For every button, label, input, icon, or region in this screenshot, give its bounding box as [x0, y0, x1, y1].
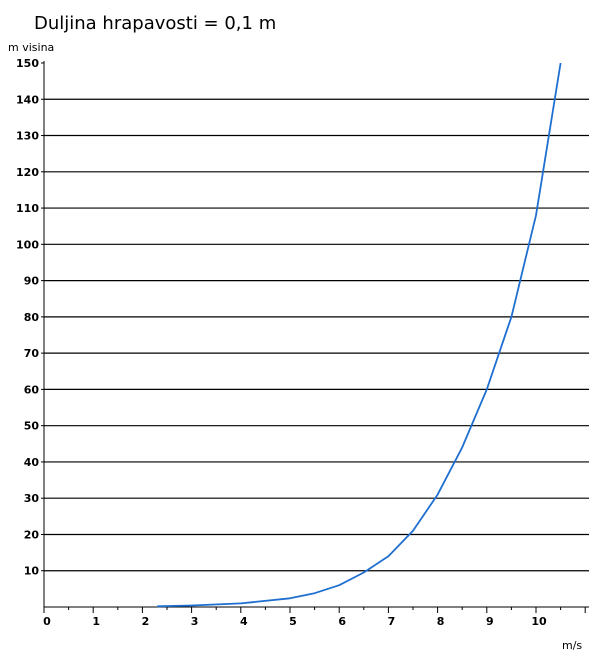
y-tick-label: 50 [24, 420, 40, 433]
y-tick-label: 100 [16, 238, 39, 251]
gridlines [44, 98, 589, 572]
y-tick-label: 90 [24, 275, 40, 288]
x-tick-label: 8 [437, 615, 445, 628]
x-ticks: 0 1 2 3 4 5 6 7 8 9 10 [43, 607, 586, 628]
x-tick-label: 5 [289, 615, 297, 628]
x-tick-label: 0 [43, 615, 51, 628]
y-tick-label: 80 [24, 311, 40, 324]
x-tick-label: 2 [142, 615, 150, 628]
y-tick-label: 150 [16, 57, 39, 70]
y-tick-label: 40 [24, 456, 40, 469]
y-tick-label: 130 [16, 130, 39, 143]
y-tick-label: 20 [24, 528, 40, 541]
x-tick-label: 9 [486, 615, 494, 628]
x-tick-label: 4 [240, 615, 248, 628]
x-axis-label: m/s [562, 639, 582, 651]
y-tick-label: 110 [16, 202, 39, 215]
y-tick-label: 60 [24, 383, 40, 396]
series [157, 62, 562, 608]
y-tick-label: 30 [24, 492, 40, 505]
x-tick-label: 6 [338, 615, 346, 628]
chart-title: Duljina hrapavosti = 0,1 m [34, 13, 276, 34]
y-tick-label: 70 [24, 347, 40, 360]
y-axis-label: m visina [8, 41, 54, 54]
x-tick-label: 7 [388, 615, 396, 628]
y-tick-label: 10 [24, 565, 40, 578]
y-tick-label: 140 [16, 93, 39, 106]
x-tick-label: 1 [92, 615, 100, 628]
axes [43, 61, 589, 608]
x-tick-label: 10 [531, 615, 547, 628]
y-ticks: 10 20 30 40 50 60 70 80 90 100 110 120 130 140 150 [16, 57, 44, 578]
y-tick-label: 120 [16, 166, 39, 179]
x-tick-label: 3 [191, 615, 199, 628]
series-line [157, 62, 562, 608]
